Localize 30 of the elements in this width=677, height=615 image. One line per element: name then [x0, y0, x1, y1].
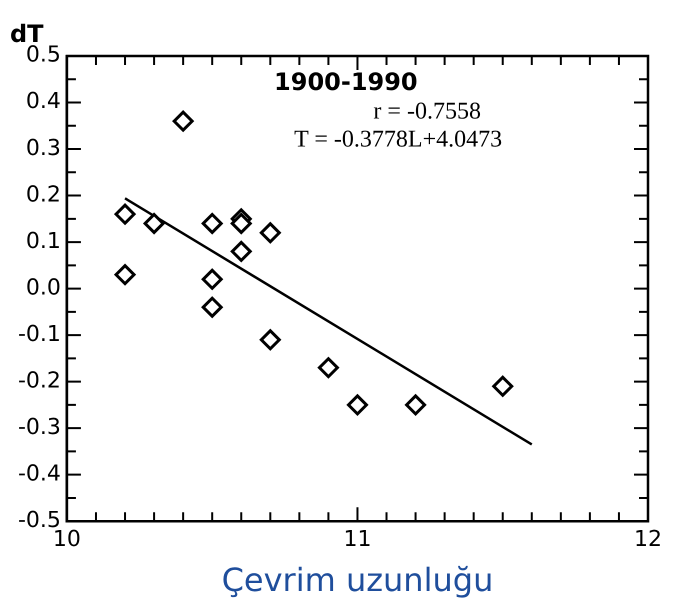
point — [492, 376, 514, 397]
point — [114, 264, 136, 286]
point — [202, 268, 223, 290]
point — [260, 329, 281, 350]
annotation: 1900-1990 — [274, 68, 418, 96]
point — [230, 240, 252, 262]
y-tick-label: 0.3 — [26, 136, 61, 161]
y-tick-label: 0.4 — [26, 89, 61, 114]
point — [172, 110, 194, 132]
x-tick-label: 11 — [343, 527, 372, 552]
y-tick-label: -0.2 — [18, 368, 61, 394]
annotation: r = -0.7558 — [373, 98, 481, 124]
y-tick-label: -0.4 — [18, 461, 61, 486]
point — [230, 212, 252, 234]
point — [260, 222, 281, 244]
point — [114, 204, 136, 225]
y-tick-label: 0.0 — [26, 275, 61, 300]
point — [202, 212, 223, 234]
y-tick-label: 0.2 — [26, 182, 61, 208]
point — [405, 394, 426, 416]
y-tick-label: -0.3 — [18, 414, 61, 440]
y-tick-label: -0.1 — [18, 322, 61, 347]
point — [202, 296, 223, 318]
point — [346, 394, 368, 416]
x-tick-label: 12 — [634, 527, 662, 552]
annotation: T = -0.3778L+4.0473 — [294, 126, 502, 152]
point — [144, 212, 165, 234]
y-tick-label: 0.1 — [26, 228, 61, 254]
point — [318, 357, 339, 378]
x-axis-title: Çevrim uzunluğu — [222, 561, 494, 600]
